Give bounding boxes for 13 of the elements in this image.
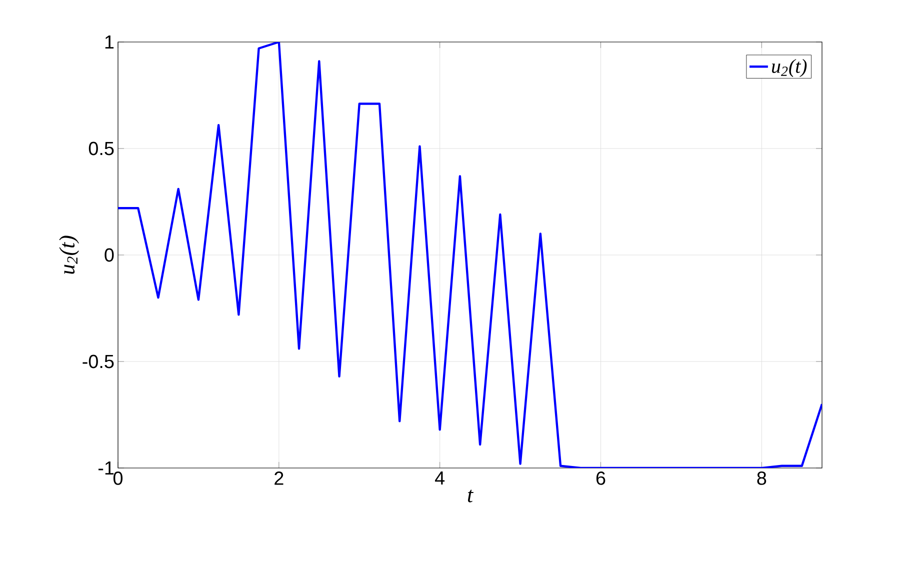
y-tick-label: -0.5 [82, 354, 114, 368]
y-tick-label: -1 [98, 461, 114, 475]
legend-label: u$_{2}$(t) [772, 58, 807, 78]
x-tick-label: 2 [274, 472, 284, 485]
x-tick-label: 4 [435, 472, 445, 485]
x-tick-label: 0 [113, 472, 123, 485]
y-tick-label: 0.5 [88, 142, 114, 156]
x-tick-label: 8 [757, 472, 766, 485]
y-tick-label: 0 [104, 248, 114, 262]
y-tick-label: 1 [105, 35, 114, 49]
y-axis-title: u$_{2}$(t) [59, 236, 80, 274]
x-tick-label: 6 [596, 472, 606, 485]
x-axis-title: t [468, 490, 474, 502]
